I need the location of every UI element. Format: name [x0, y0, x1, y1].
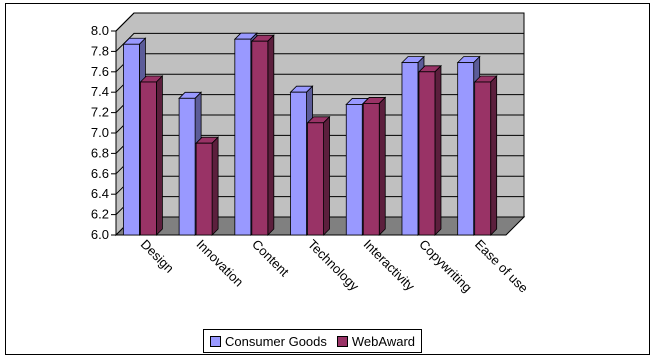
- legend-item-webaward: WebAward: [336, 333, 415, 349]
- chart-frame: 6.0 6.2 6.4 6.6 6.8 7.0 7.2 7.4 7.6 7.8 8.0 Design I…: [5, 3, 650, 355]
- gridline: [115, 32, 524, 52]
- bar: [234, 38, 252, 236]
- y-tick-label: 6.6: [91, 166, 109, 181]
- bar: [139, 81, 157, 236]
- bar: [418, 71, 436, 236]
- legend-item-consumer-goods: Consumer Goods: [210, 334, 327, 349]
- bar: [457, 62, 475, 236]
- y-tick-label: 6.4: [91, 186, 109, 201]
- bar-chart: 6.0 6.2 6.4 6.6 6.8 7.0 7.2 7.4 7.6 7.8 8.0 Design I…: [91, 12, 531, 296]
- legend-swatch-webaward: [336, 335, 348, 347]
- y-tick-label: 6.8: [91, 145, 109, 160]
- bar-side: [378, 96, 386, 236]
- bar-side: [267, 34, 275, 236]
- bar: [474, 81, 492, 236]
- bar: [178, 97, 196, 236]
- legend-swatch-consumer-goods: [210, 335, 221, 347]
- bar: [401, 62, 419, 236]
- legend-label-webaward: WebAward: [351, 333, 415, 349]
- legend: Consumer Goods WebAward: [203, 329, 422, 353]
- bar-side: [211, 136, 219, 236]
- bar: [195, 142, 213, 236]
- y-tick-label: 8.0: [91, 23, 109, 38]
- x-tick-label: Design: [138, 237, 177, 276]
- y-tick-label: 7.8: [91, 43, 109, 58]
- bar: [251, 40, 269, 236]
- x-tick-label: Interactivity: [361, 237, 418, 294]
- x-tick-label: Content: [249, 237, 292, 280]
- bar: [345, 104, 363, 236]
- x-tick-label: Technology: [305, 237, 362, 294]
- bar-side: [490, 75, 498, 236]
- bar: [362, 103, 380, 236]
- y-tick-label: 7.4: [91, 84, 109, 99]
- y-tick-label: 7.6: [91, 64, 109, 79]
- y-tick-label: 7.0: [91, 125, 109, 140]
- bar: [123, 43, 140, 236]
- x-tick-label: Copywriting: [416, 237, 475, 296]
- x-tick-label: Innovation: [193, 237, 246, 290]
- y-tick-label: 6.2: [91, 207, 109, 222]
- bar: [307, 122, 324, 236]
- y-tick-label: 7.2: [91, 105, 109, 120]
- y-tick-label: 6.0: [91, 227, 109, 242]
- bar-side: [434, 64, 442, 236]
- bar: [290, 91, 307, 236]
- legend-label-consumer-goods: Consumer Goods: [225, 333, 327, 349]
- bar-side: [155, 75, 163, 236]
- gridline: [115, 12, 524, 32]
- x-tick-label: Ease of use: [472, 237, 531, 296]
- bar-side: [323, 115, 330, 236]
